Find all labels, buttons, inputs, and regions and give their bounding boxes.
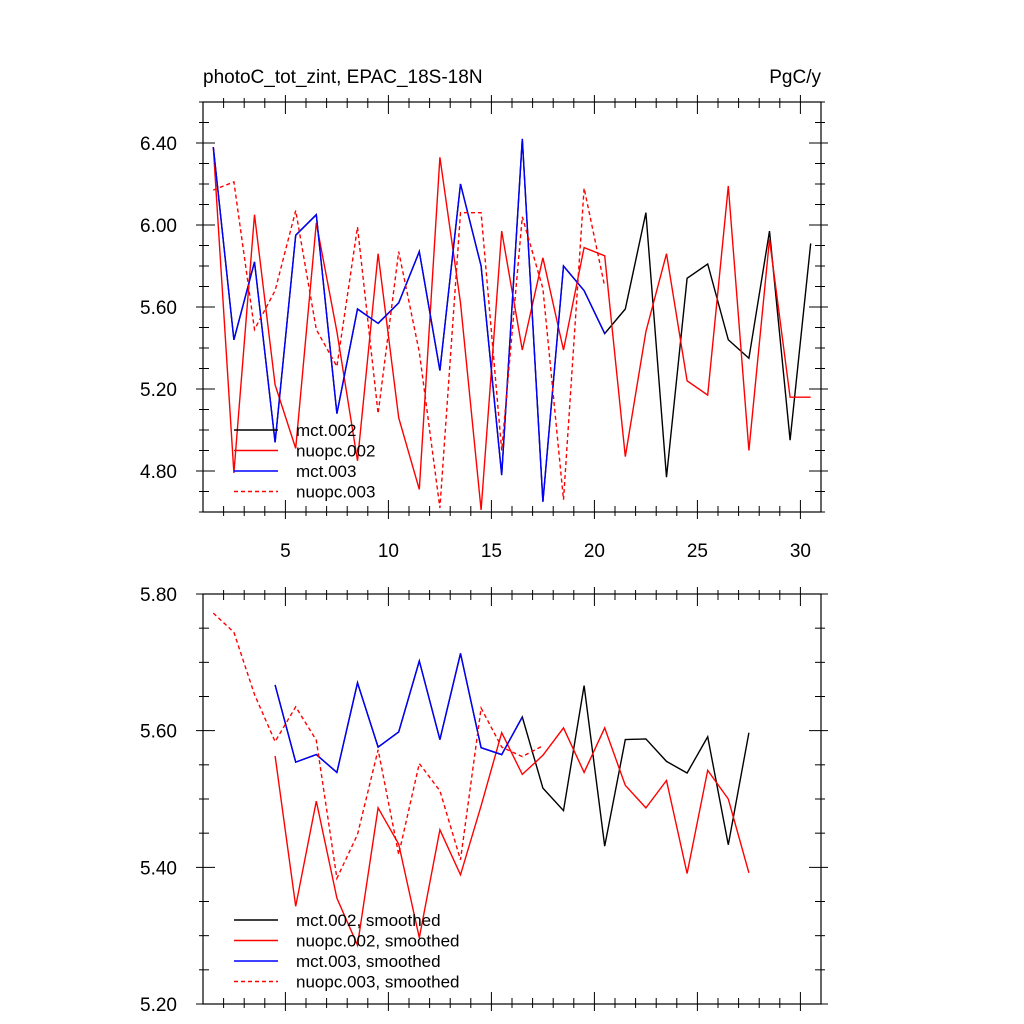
y-tick-label: 5.80: [140, 585, 177, 606]
series-line-nuopc-002: [212, 147, 811, 510]
top-title-left: photoC_tot_zint, EPAC_18S-18N: [203, 67, 483, 88]
bottom-series-lines: [212, 612, 750, 948]
legend-label: nuopc.002: [296, 442, 375, 461]
legend-label: nuopc.003: [296, 483, 375, 502]
top-panel: photoC_tot_zint, EPAC_18S-18N PgC/y 4.80…: [140, 67, 828, 562]
top-x-tick-labels: 5 10 15 20 25 30: [280, 541, 811, 562]
x-tick-label: 5: [280, 541, 291, 562]
series-line-nuopc-003: [213, 180, 606, 508]
x-tick-label: 30: [790, 541, 811, 562]
y-tick-label: 4.80: [140, 462, 177, 483]
x-tick-label: 25: [687, 541, 708, 562]
bottom-plot-frame: [202, 593, 822, 1005]
series-line-mct-003-smoothed: [274, 653, 523, 774]
bottom-panel: 5.20 5.40 5.60 5.80 mct.002, smoothed nuopc.…: [140, 585, 828, 1016]
top-plot-frame: [202, 101, 822, 513]
legend-label: mct.002: [296, 421, 356, 440]
series-line-nuopc-002-smoothed: [274, 726, 750, 948]
legend-label: mct.002, smoothed: [296, 911, 441, 930]
bottom-y-tick-labels: 5.20 5.40 5.60 5.80: [140, 585, 177, 1016]
legend-label: nuopc.002, smoothed: [296, 932, 460, 951]
y-tick-label: 5.60: [140, 298, 177, 319]
legend-label: mct.003: [296, 462, 356, 481]
series-line-nuopc-003-smoothed: [212, 612, 544, 881]
x-tick-label: 20: [584, 541, 605, 562]
y-tick-label: 5.40: [140, 858, 177, 879]
legend-label: nuopc.003, smoothed: [296, 973, 460, 992]
y-tick-label: 6.00: [140, 216, 177, 237]
top-title-right: PgC/y: [769, 67, 821, 88]
top-series-lines: [212, 138, 812, 510]
y-tick-label: 5.20: [140, 380, 177, 401]
bottom-legend: mct.002, smoothed nuopc.002, smoothedmct.…: [234, 911, 460, 992]
y-tick-label: 6.40: [140, 134, 177, 155]
x-tick-label: 10: [378, 541, 399, 562]
series-line-mct-002-smoothed: [274, 653, 750, 847]
x-tick-label: 15: [481, 541, 502, 562]
top-axis-ticks: [196, 95, 828, 519]
y-tick-label: 5.60: [140, 722, 177, 743]
legend-label: mct.003, smoothed: [296, 952, 441, 971]
top-y-tick-labels: 4.80 5.20 5.60 6.00 6.40: [140, 134, 177, 483]
series-line-mct-003: [212, 138, 606, 502]
bottom-axis-ticks: [196, 587, 828, 1011]
y-tick-label: 5.20: [140, 995, 177, 1016]
